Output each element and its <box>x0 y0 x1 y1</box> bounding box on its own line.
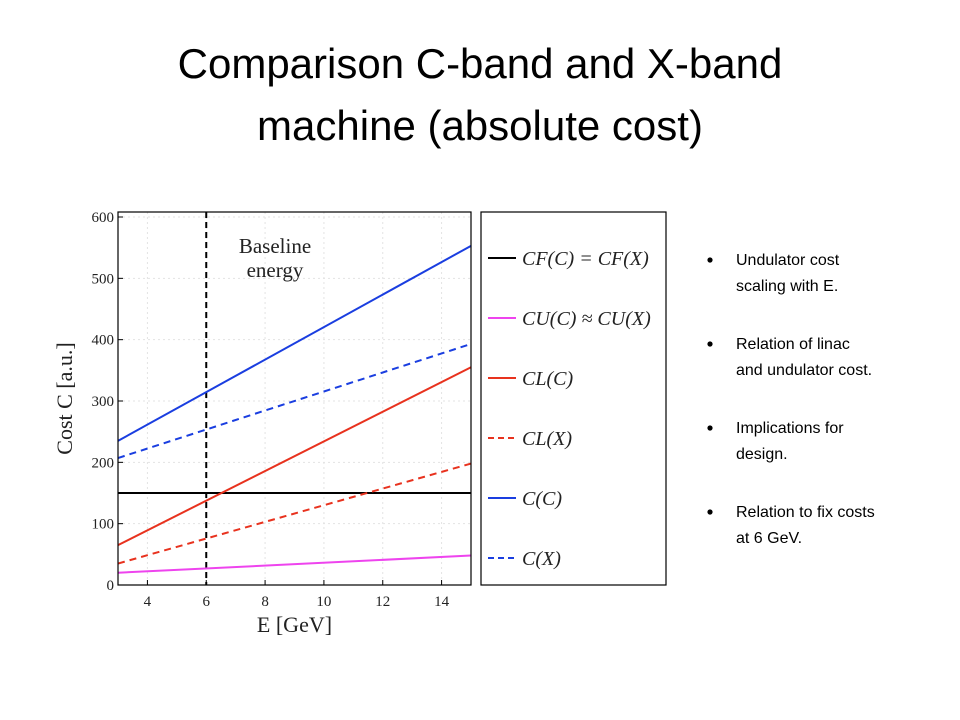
annotation: energy <box>247 258 304 282</box>
bullet-text: design. <box>736 446 788 463</box>
x-tick-label: 14 <box>434 594 450 610</box>
plot: 0 100 200 300 400 500 600 4 6 8 10 12 14 E [GeV] Cost … <box>52 210 651 637</box>
bullet-text: scaling with E. <box>736 278 838 295</box>
legend-frame <box>480 211 667 586</box>
slide-title-line: Comparison C-band and X-band <box>178 40 783 87</box>
annotation: Baseline <box>239 234 311 258</box>
x-tick-label: 8 <box>261 594 269 610</box>
bullet-list: Undulator cost scaling with E. Relation of… <box>707 252 875 547</box>
series-line <box>117 554 472 574</box>
x-tick-label: 4 <box>144 594 152 610</box>
legend-label: C(C) <box>522 488 562 510</box>
bullet-text: Implications for <box>736 420 844 437</box>
y-axis-label: Cost C [a.u.] <box>52 342 77 454</box>
legend-label: CU(C) ≈ CU(X) <box>522 308 651 330</box>
series-line <box>117 462 472 565</box>
series-line <box>117 366 472 547</box>
legend-label: CL(C) <box>522 368 573 390</box>
bullet-text: Relation of linac <box>736 336 850 353</box>
bullet-text: and undulator cost. <box>736 362 872 379</box>
bullet-text: Undulator cost <box>736 252 840 269</box>
y-tick-label: 600 <box>92 210 115 226</box>
y-tick-label: 100 <box>92 517 115 533</box>
bullet-dot <box>707 257 713 263</box>
x-tick-label: 12 <box>375 594 390 610</box>
y-tick-label: 500 <box>92 271 115 287</box>
series-line <box>117 343 472 459</box>
x-axis-label: E [GeV] <box>257 612 332 637</box>
x-tick-label: 6 <box>203 594 211 610</box>
legend-label: C(X) <box>522 548 561 570</box>
bullet-text: Relation to fix costs <box>736 504 875 521</box>
bullet-dot <box>707 425 713 431</box>
bullet-text: at 6 GeV. <box>736 530 802 547</box>
x-tick-label: 10 <box>316 594 331 610</box>
y-tick-label: 400 <box>92 333 115 349</box>
series-line <box>117 244 472 442</box>
slide-title-line: machine (absolute cost) <box>257 102 703 149</box>
legend-label: CF(C) = CF(X) <box>522 248 649 270</box>
y-tick-label: 200 <box>92 455 115 471</box>
bullet-dot <box>707 341 713 347</box>
legend-label: CL(X) <box>522 428 572 450</box>
y-tick-label: 0 <box>107 578 115 594</box>
plot-frame <box>117 211 472 586</box>
y-tick-label: 300 <box>92 394 115 410</box>
bullet-dot <box>707 509 713 515</box>
